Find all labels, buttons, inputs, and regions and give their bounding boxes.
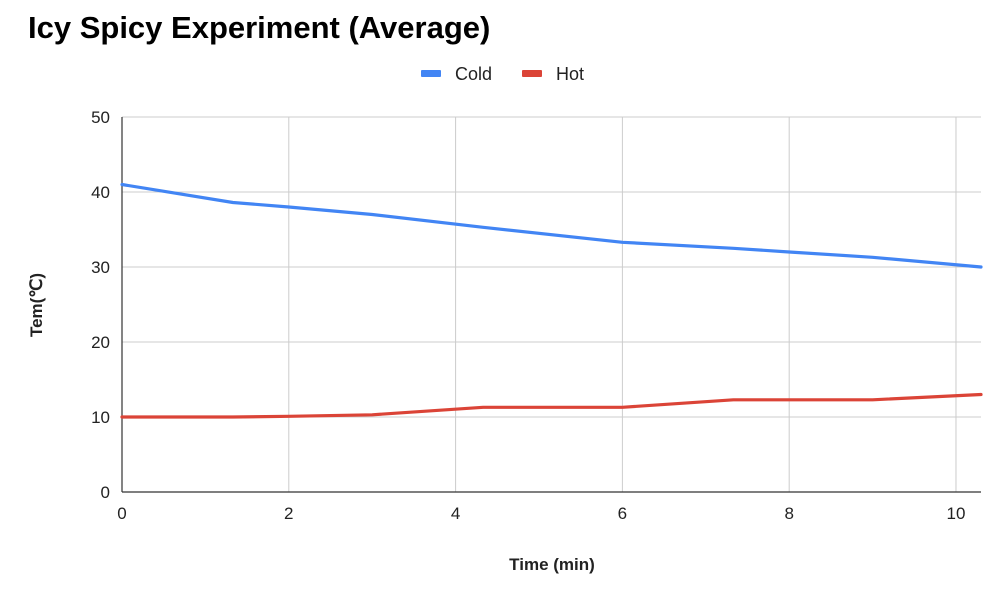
x-tick-label: 10 bbox=[947, 504, 966, 523]
axes bbox=[121, 117, 981, 493]
y-tick-label: 0 bbox=[101, 483, 110, 502]
y-axis-title: Tem(℃) bbox=[27, 273, 46, 337]
y-tick-label: 20 bbox=[91, 333, 110, 352]
legend: Cold Hot bbox=[421, 64, 584, 84]
legend-item-cold: Cold bbox=[421, 64, 492, 84]
x-tick-label: 6 bbox=[618, 504, 627, 523]
y-tick-labels: 0 10 20 30 40 50 bbox=[91, 108, 110, 502]
x-tick-label: 0 bbox=[117, 504, 126, 523]
y-tick-label: 40 bbox=[91, 183, 110, 202]
x-axis-title: Time (min) bbox=[509, 555, 595, 574]
series-line-cold bbox=[120, 182, 983, 269]
x-tick-label: 4 bbox=[451, 504, 460, 523]
legend-item-hot: Hot bbox=[522, 64, 584, 84]
y-tick-label: 30 bbox=[91, 258, 110, 277]
legend-swatch-hot bbox=[522, 70, 542, 77]
chart-title: Icy Spicy Experiment (Average) bbox=[28, 10, 490, 45]
series-line-hot bbox=[120, 392, 983, 419]
legend-label-cold: Cold bbox=[455, 64, 492, 84]
y-tick-label: 10 bbox=[91, 408, 110, 427]
legend-label-hot: Hot bbox=[556, 64, 584, 84]
x-tick-label: 2 bbox=[284, 504, 293, 523]
legend-swatch-cold bbox=[421, 70, 441, 77]
y-tick-label: 50 bbox=[91, 108, 110, 127]
series-lines bbox=[120, 182, 983, 419]
x-tick-label: 8 bbox=[784, 504, 793, 523]
x-tick-labels: 0 2 4 6 8 10 bbox=[117, 504, 965, 523]
gridlines bbox=[122, 116, 981, 492]
